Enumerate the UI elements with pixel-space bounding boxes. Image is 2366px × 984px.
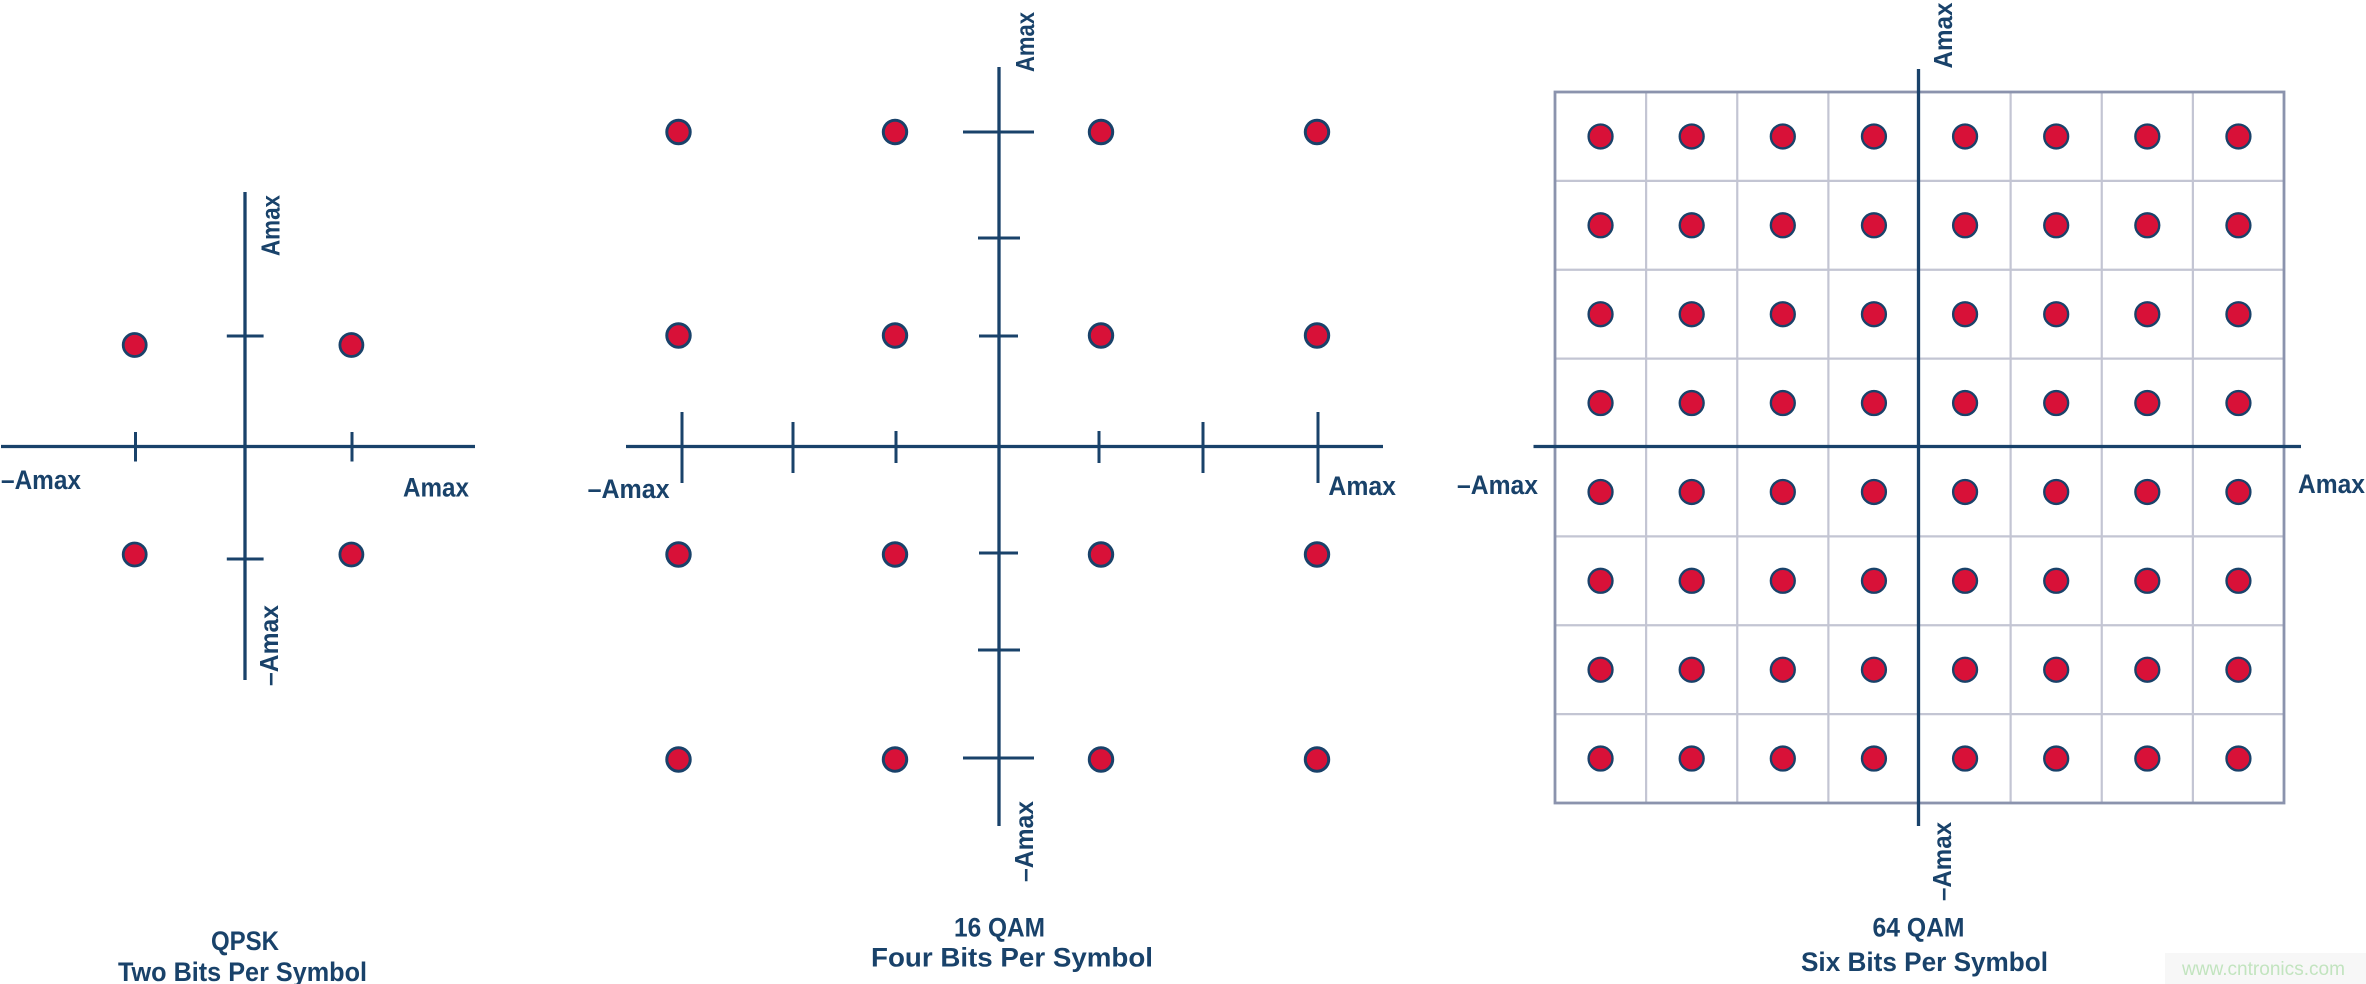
svg-text:64 QAM: 64 QAM <box>1873 913 1965 943</box>
svg-text:–Amax: –Amax <box>1927 822 1957 901</box>
svg-text:Amax: Amax <box>2298 469 2365 499</box>
svg-text:–Amax: –Amax <box>1 465 81 495</box>
svg-text:16 QAM: 16 QAM <box>954 913 1045 943</box>
svg-text:Two Bits Per Symbol: Two Bits Per Symbol <box>118 957 367 984</box>
svg-text:–Amax: –Amax <box>254 604 284 686</box>
svg-text:–Amax: –Amax <box>588 474 670 504</box>
svg-text:Four Bits Per Symbol: Four Bits Per Symbol <box>871 943 1153 973</box>
svg-text:Amax: Amax <box>1010 12 1040 72</box>
svg-text:Six Bits Per Symbol: Six Bits Per Symbol <box>1801 947 2048 977</box>
svg-text:Amax: Amax <box>1328 471 1396 501</box>
svg-text:–Amax: –Amax <box>1009 800 1039 882</box>
svg-text:Amax: Amax <box>255 195 285 256</box>
svg-text:QPSK: QPSK <box>211 926 279 956</box>
svg-text:www.cntronics.com: www.cntronics.com <box>2181 959 2345 980</box>
svg-text:–Amax: –Amax <box>1457 470 1538 500</box>
svg-text:Amax: Amax <box>403 473 469 503</box>
svg-text:Amax: Amax <box>1928 2 1958 68</box>
